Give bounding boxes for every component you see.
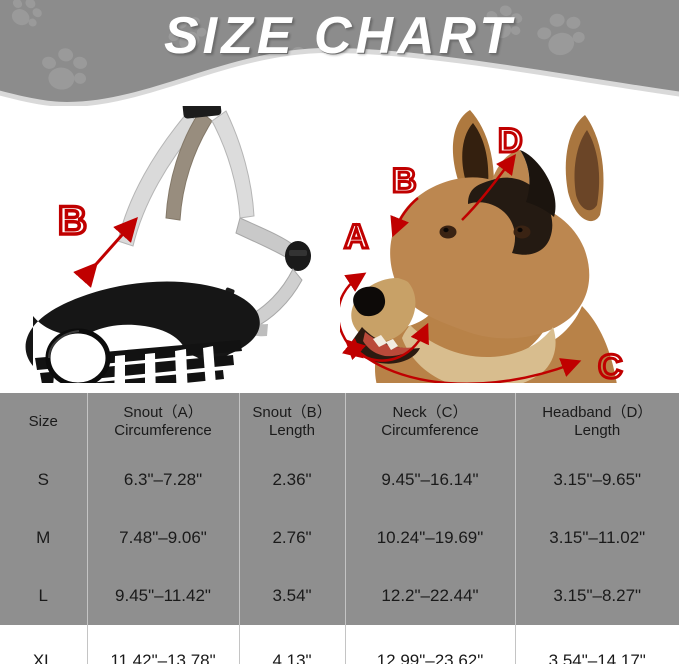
svg-text:A: A — [344, 218, 369, 256]
svg-text:B: B — [58, 199, 87, 243]
svg-text:D: D — [498, 122, 523, 160]
svg-text:C: C — [598, 348, 623, 383]
svg-text:B: B — [392, 162, 417, 200]
